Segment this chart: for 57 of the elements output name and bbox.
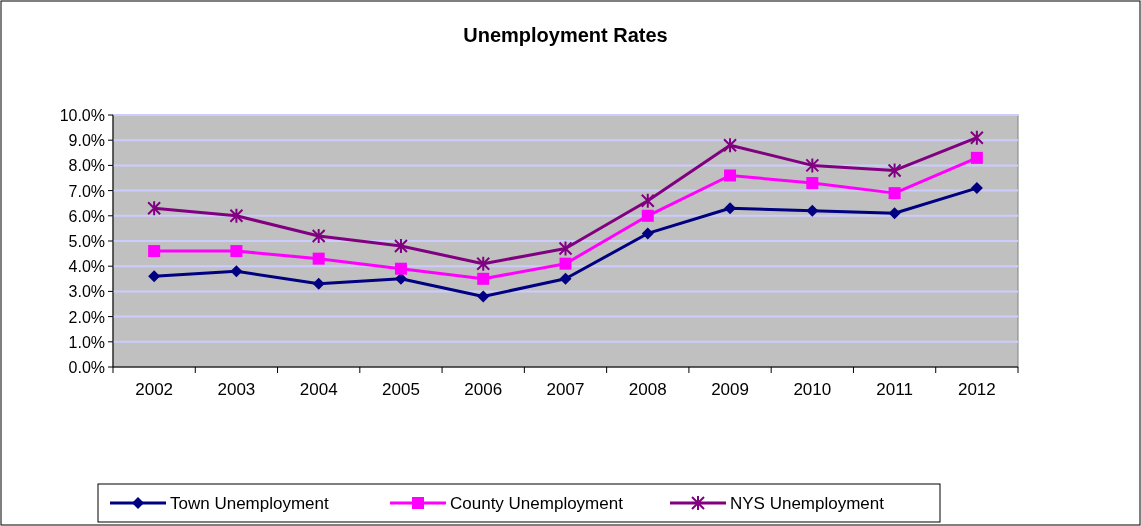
point	[477, 290, 490, 303]
point	[641, 209, 654, 222]
x-tick-label: 2012	[957, 380, 996, 399]
point	[229, 207, 244, 224]
y-tick-label: 4.0%	[68, 258, 105, 276]
point	[147, 200, 162, 217]
x-tick-label: 2008	[628, 380, 667, 399]
y-tick-label: 2.0%	[68, 308, 105, 326]
point	[887, 162, 902, 179]
legend-label: County Unemployment	[450, 494, 624, 513]
point	[394, 262, 407, 275]
x-tick-label: 2005	[382, 380, 420, 399]
y-tick-label: 6.0%	[68, 207, 105, 225]
point	[311, 227, 326, 244]
x-tick-label: 2003	[217, 380, 256, 399]
point	[888, 207, 901, 220]
point	[312, 277, 325, 290]
point	[724, 169, 737, 182]
point	[148, 245, 161, 258]
x-tick-label: 2007	[546, 380, 585, 399]
x-tick-label: 2006	[464, 380, 503, 399]
point	[806, 204, 819, 217]
point	[393, 238, 408, 255]
point	[477, 272, 490, 285]
x-tick-label: 2002	[135, 380, 174, 399]
point	[559, 257, 572, 270]
point	[230, 265, 243, 278]
point	[641, 227, 654, 240]
point	[312, 252, 325, 265]
point	[559, 272, 572, 285]
x-tick-label: 2011	[876, 380, 913, 399]
y-tick-label: 1.0%	[68, 333, 105, 351]
point	[806, 177, 819, 190]
y-tick-label: 5.0%	[68, 233, 105, 250]
chart-title: Unemployment Rates	[463, 24, 668, 46]
point	[970, 182, 983, 195]
x-tick-label: 2010	[793, 380, 832, 399]
x-tick-label: 2004	[299, 380, 338, 399]
legend-label: NYS Unemployment	[730, 494, 885, 513]
x-tick-label: 2009	[711, 380, 749, 399]
point	[805, 157, 820, 174]
point	[723, 137, 738, 154]
y-tick-label: 3.0%	[68, 283, 105, 301]
y-tick-label: 7.0%	[68, 182, 105, 200]
point	[888, 187, 901, 200]
point	[230, 245, 243, 258]
y-tick-label: 8.0%	[68, 157, 105, 175]
point	[970, 151, 983, 164]
point	[558, 240, 573, 257]
point	[148, 270, 161, 283]
legend-label: Town Unemployment	[170, 494, 330, 513]
y-tick-label: 9.0%	[68, 132, 105, 150]
y-tick-label: 0.0%	[68, 359, 105, 376]
point	[969, 129, 984, 146]
point	[476, 255, 491, 272]
point	[640, 192, 655, 209]
y-tick-label: 10.0%	[59, 107, 105, 124]
